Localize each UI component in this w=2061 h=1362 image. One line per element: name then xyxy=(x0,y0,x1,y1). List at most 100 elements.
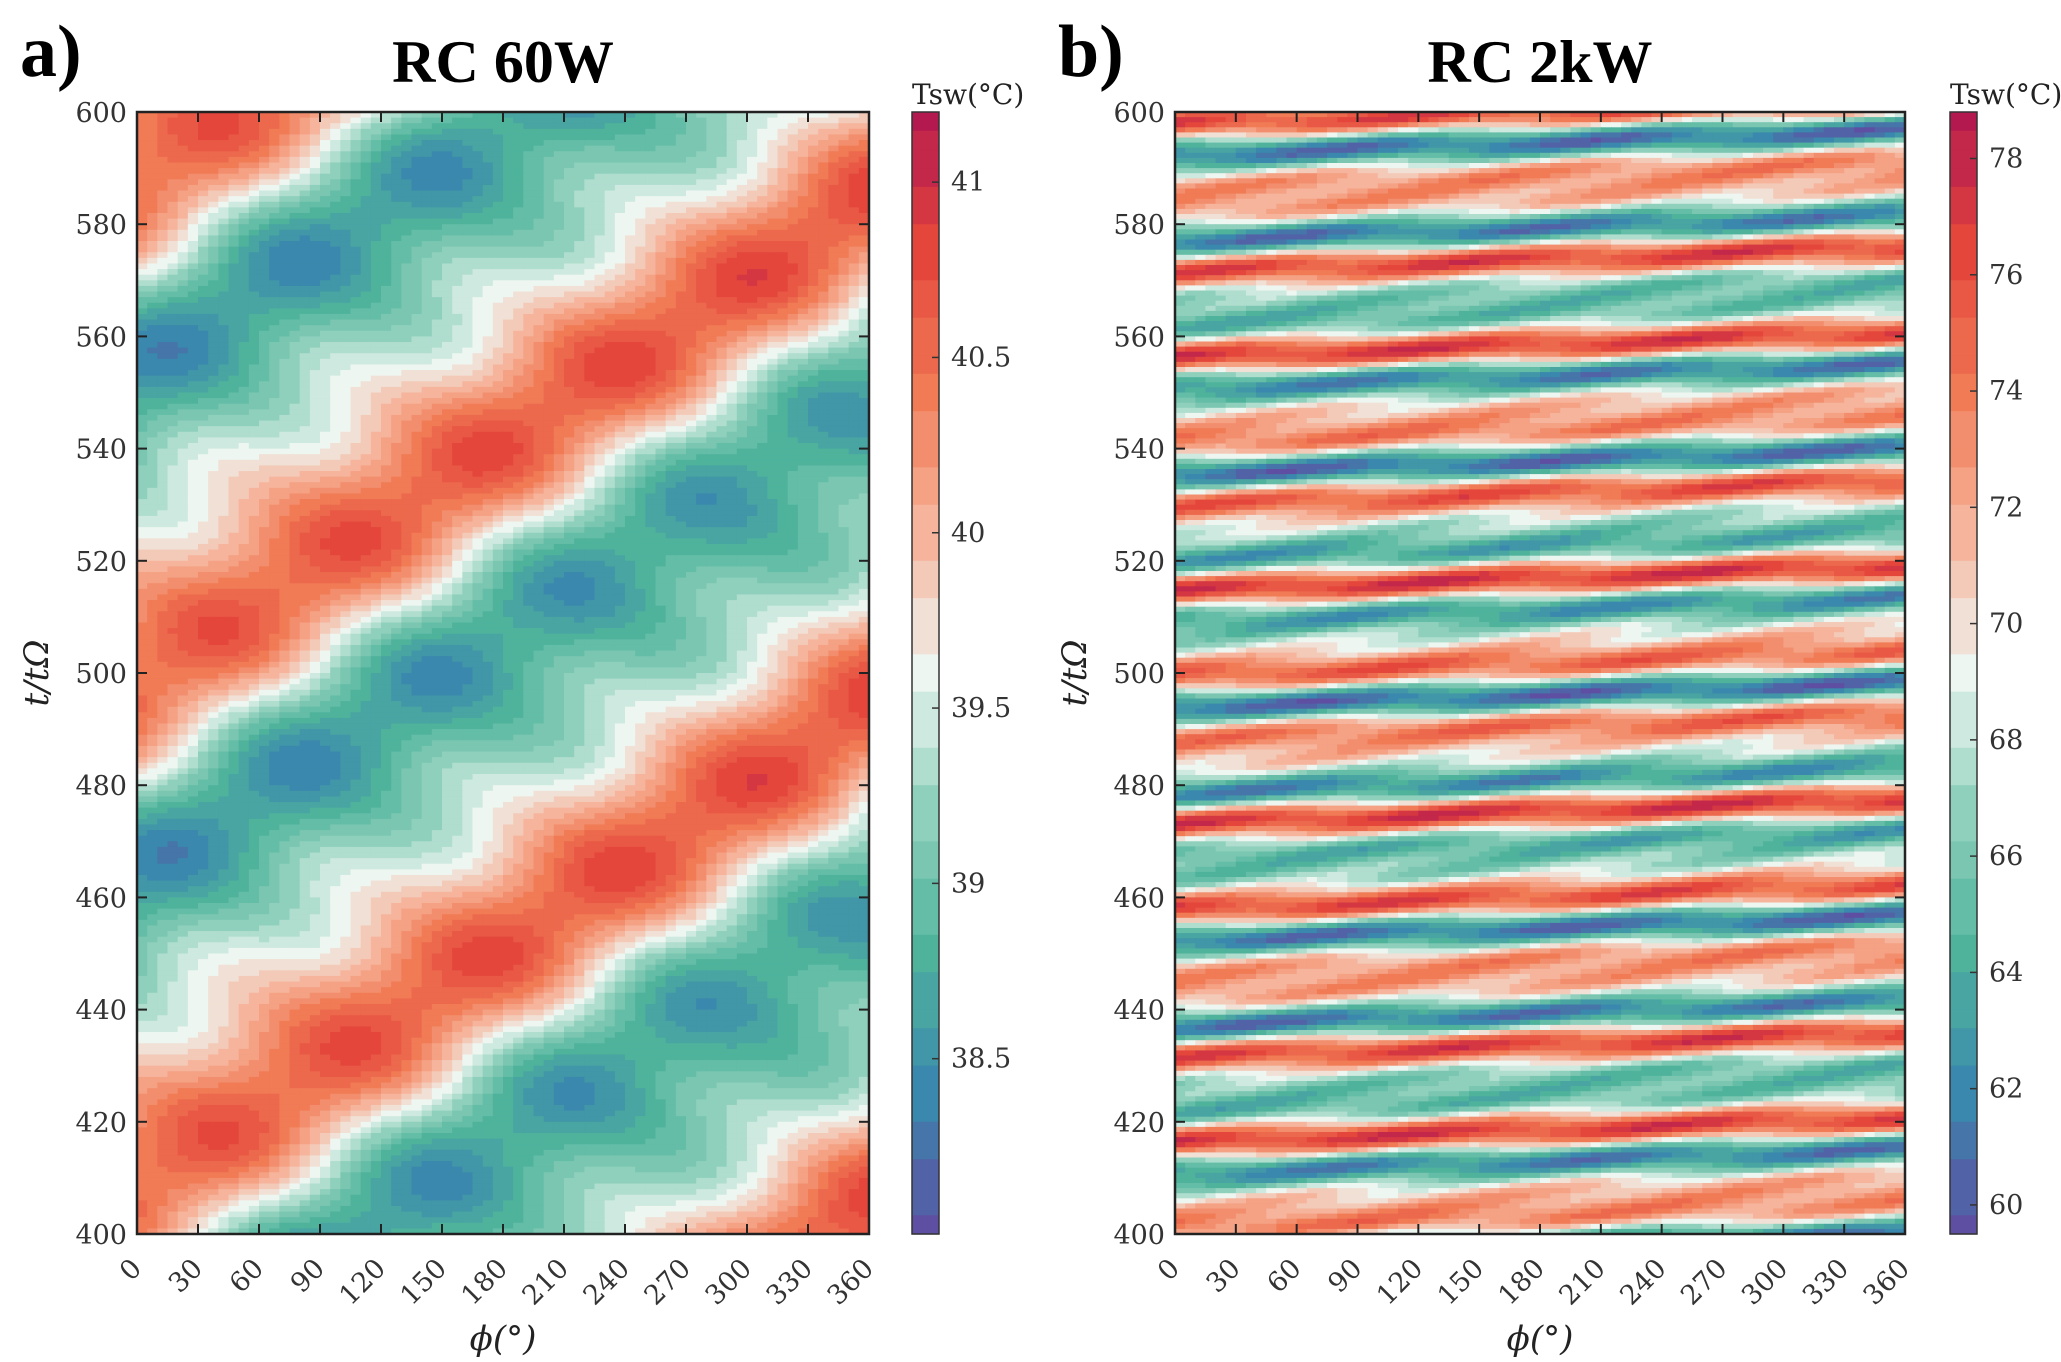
heatmap-cell xyxy=(462,162,474,169)
heatmap-cell xyxy=(503,274,514,281)
heatmap-cell xyxy=(808,437,819,444)
heatmap-cell xyxy=(777,308,789,315)
heatmap-cell xyxy=(198,235,209,242)
heatmap-cell xyxy=(716,454,728,461)
heatmap-cell xyxy=(513,162,524,169)
heatmap-cell xyxy=(736,212,748,220)
heatmap-cell xyxy=(858,420,869,427)
heatmap-row xyxy=(137,252,869,259)
heatmap-cell xyxy=(381,218,392,225)
heatmap-cell xyxy=(350,229,362,237)
heatmap-cell xyxy=(218,437,230,444)
heatmap-cell xyxy=(370,308,382,315)
heatmap-cell xyxy=(259,364,270,371)
heatmap-cell xyxy=(309,398,321,405)
heatmap-cell xyxy=(564,179,575,186)
heatmap-cell xyxy=(157,173,169,180)
heatmap-cell xyxy=(645,302,657,309)
heatmap-cell xyxy=(137,112,148,119)
heatmap-cell xyxy=(147,224,158,231)
heatmap-cell xyxy=(574,224,585,231)
heatmap-cell xyxy=(716,465,728,472)
heatmap-cell xyxy=(350,364,362,371)
heatmap-cell xyxy=(675,482,687,489)
heatmap-cell xyxy=(848,347,860,354)
heatmap-cell xyxy=(218,263,230,270)
heatmap-cell xyxy=(360,179,372,186)
heatmap-cell xyxy=(177,117,189,124)
heatmap-cell xyxy=(675,319,687,326)
heatmap-cell xyxy=(411,196,423,203)
heatmap-cell xyxy=(808,229,819,237)
heatmap-cell xyxy=(370,487,382,495)
heatmap-cell xyxy=(472,336,484,343)
heatmap-cell xyxy=(350,381,362,388)
heatmap-cell xyxy=(279,252,291,259)
heatmap-cell xyxy=(472,140,484,147)
heatmap-cell xyxy=(675,431,687,438)
heatmap-cell xyxy=(492,212,504,220)
heatmap-cell xyxy=(320,269,331,276)
heatmap-cell xyxy=(208,274,219,281)
heatmap-cell xyxy=(716,123,728,130)
heatmap-cell xyxy=(177,179,189,186)
heatmap-cell xyxy=(492,117,504,124)
heatmap-cell xyxy=(299,381,311,388)
heatmap-cell xyxy=(838,190,850,197)
heatmap-cell xyxy=(787,386,799,394)
heatmap-cell xyxy=(360,442,372,450)
heatmap-cell xyxy=(696,347,707,354)
heatmap-cell xyxy=(208,140,219,147)
heatmap-cell xyxy=(503,431,514,438)
heatmap-cell xyxy=(370,325,382,332)
heatmap-cell xyxy=(228,493,240,500)
heatmap-cell xyxy=(177,156,189,164)
heatmap-cell xyxy=(330,123,341,130)
heatmap-cell xyxy=(177,476,189,483)
heatmap-cell xyxy=(645,263,657,270)
heatmap-cell xyxy=(472,280,484,287)
heatmap-cell xyxy=(757,364,768,371)
heatmap-cell xyxy=(442,342,453,349)
heatmap-cell xyxy=(330,229,341,237)
heatmap-row xyxy=(137,325,869,332)
heatmap-cell xyxy=(411,168,423,175)
heatmap-cell xyxy=(421,145,433,152)
heatmap-cell xyxy=(584,269,596,276)
heatmap-cell xyxy=(675,246,687,253)
heatmap-cell xyxy=(452,246,463,253)
heatmap-cell xyxy=(584,325,596,332)
heatmap-cell xyxy=(777,229,789,237)
heatmap-cell xyxy=(340,269,352,276)
heatmap-cell xyxy=(431,381,443,388)
heatmap-cell xyxy=(177,285,189,293)
heatmap-cell xyxy=(747,392,758,399)
heatmap-cell xyxy=(838,235,850,242)
heatmap-cell xyxy=(604,291,616,298)
heatmap-cell xyxy=(421,291,433,298)
heatmap-cell xyxy=(797,263,809,270)
heatmap-cell xyxy=(523,212,535,220)
heatmap-cell xyxy=(665,128,677,136)
heatmap-cell xyxy=(147,302,158,309)
heatmap-cell xyxy=(625,151,636,158)
heatmap-cell xyxy=(686,196,697,203)
heatmap-cell xyxy=(808,454,819,461)
heatmap-cell xyxy=(574,420,585,427)
heatmap-cell xyxy=(828,156,840,164)
heatmap-cell xyxy=(706,487,718,495)
heatmap-cell xyxy=(238,420,250,427)
heatmap-cell xyxy=(259,128,270,136)
heatmap-cell xyxy=(137,235,148,242)
heatmap-cell xyxy=(523,482,535,489)
heatmap-cell xyxy=(472,308,484,315)
heatmap-cell xyxy=(259,336,270,343)
heatmap-cell xyxy=(167,364,179,371)
heatmap-cell xyxy=(533,308,545,315)
heatmap-cell xyxy=(137,342,148,349)
heatmap-cell xyxy=(462,285,474,293)
heatmap-cell xyxy=(320,487,331,495)
heatmap-cell xyxy=(259,156,270,164)
heatmap-cell xyxy=(340,381,352,388)
heatmap-cell xyxy=(452,184,463,192)
